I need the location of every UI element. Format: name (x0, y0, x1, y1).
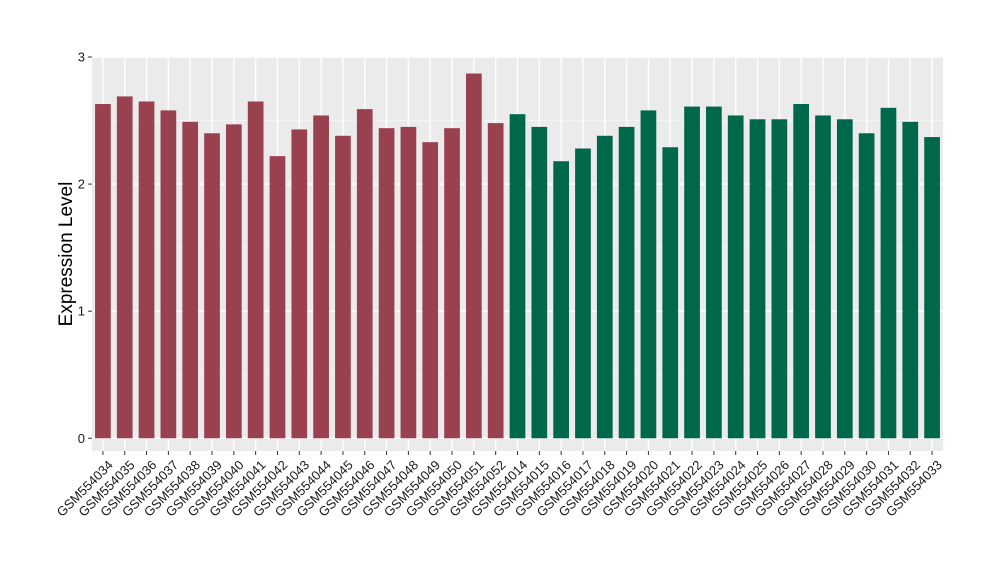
bar-GSM554018 (596, 135, 613, 439)
y-axis-title: Expression Level (56, 182, 77, 327)
bar-GSM554022 (684, 106, 700, 439)
bar-GSM554048 (400, 126, 417, 439)
bar-GSM554025 (749, 119, 766, 439)
bar-GSM554031 (880, 107, 897, 439)
bar-GSM554043 (291, 129, 308, 439)
bar-GSM554038 (182, 121, 199, 439)
bar-GSM554030 (858, 133, 875, 439)
y-tick-label: 1 (78, 304, 85, 319)
y-tick-label: 2 (78, 177, 85, 192)
bar-GSM554036 (138, 101, 155, 439)
bar-GSM554026 (771, 119, 788, 439)
y-tick-label: 3 (78, 50, 85, 65)
bar-GSM554049 (422, 142, 439, 439)
bar-GSM554028 (815, 115, 831, 439)
bar-GSM554046 (356, 109, 373, 439)
bar-GSM554014 (509, 114, 526, 439)
bar-GSM554033 (924, 137, 940, 439)
bar-GSM554019 (618, 126, 635, 439)
y-tick-label: 0 (78, 431, 85, 446)
bar-GSM554052 (487, 123, 504, 439)
bar-GSM554045 (335, 135, 351, 439)
bar-GSM554051 (466, 73, 482, 439)
bar-GSM554040 (225, 124, 242, 439)
axes: 0123GSM554034GSM554035GSM554036GSM554037… (54, 50, 945, 520)
bar-GSM554017 (575, 148, 591, 439)
bar-GSM554016 (553, 161, 569, 439)
bar-GSM554023 (706, 106, 722, 439)
bar-GSM554039 (204, 133, 220, 439)
bar-GSM554029 (836, 119, 853, 439)
bar-GSM554032 (902, 121, 919, 439)
bar-GSM554020 (640, 110, 657, 439)
bar-GSM554027 (793, 104, 810, 439)
bar-GSM554021 (662, 147, 679, 439)
bar-GSM554050 (444, 128, 460, 439)
bar-GSM554035 (116, 96, 133, 439)
bar-GSM554015 (531, 126, 548, 439)
bar-GSM554047 (378, 128, 395, 439)
bar-GSM554024 (727, 115, 744, 439)
bars (95, 73, 940, 439)
bar-GSM554044 (313, 115, 329, 439)
bar-GSM554042 (269, 156, 286, 439)
bar-GSM554037 (160, 110, 177, 439)
bar-GSM554041 (247, 101, 264, 439)
bar-GSM554034 (95, 104, 111, 439)
